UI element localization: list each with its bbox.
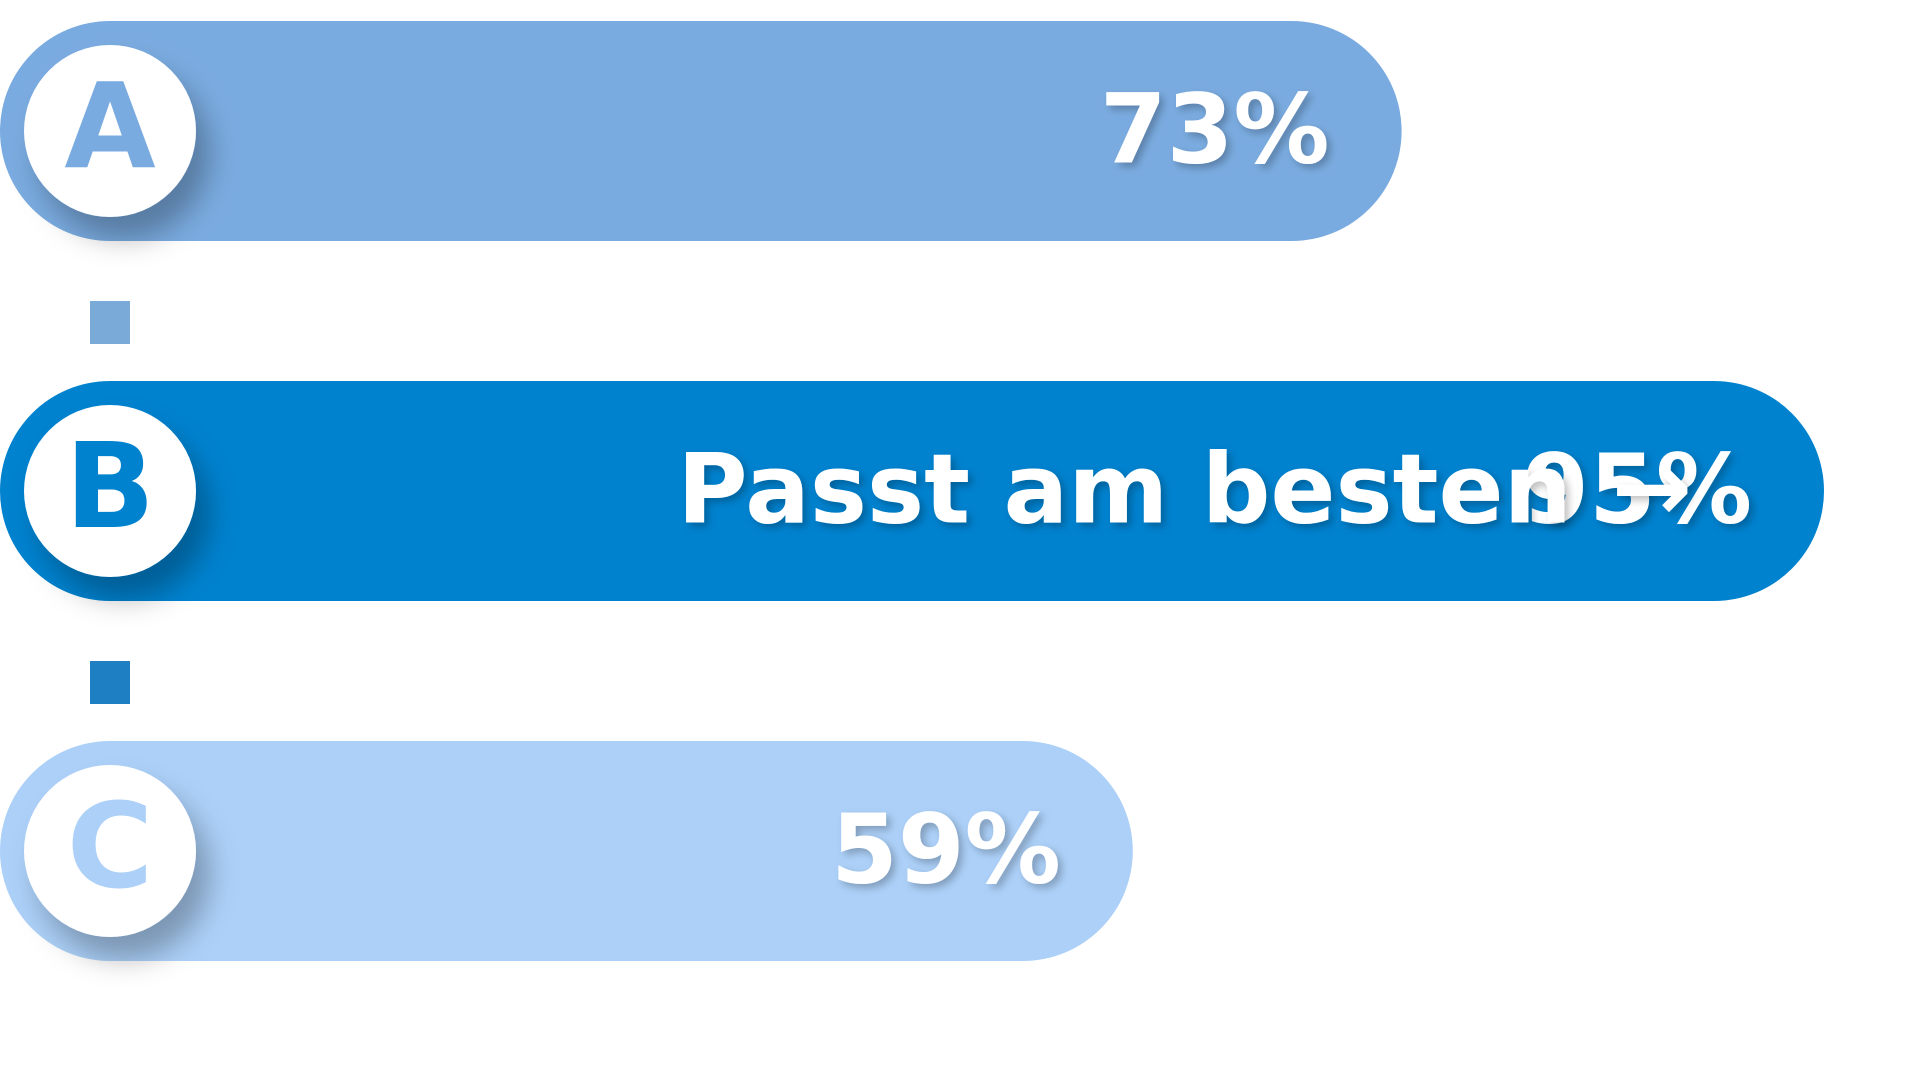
bars: A 73% B 95%→ Passt am besten C 59% <box>0 21 1824 961</box>
category-badge-c <box>24 765 196 937</box>
bar-c <box>0 741 1133 961</box>
bar-a <box>0 21 1402 241</box>
highlight-label: Passt am besten <box>677 433 1572 545</box>
category-label-b: B <box>65 417 155 555</box>
category-label-a: A <box>64 57 155 195</box>
bar-group-b: B 95%→ Passt am besten <box>0 381 1824 601</box>
bar-group-a: A 73% <box>0 21 1402 241</box>
bar-b <box>0 381 1824 601</box>
value-label-a: 73% <box>1100 73 1330 185</box>
category-label-c: C <box>67 777 154 915</box>
bar-group-c: C 59% <box>0 741 1133 961</box>
connector-a-b <box>90 301 130 344</box>
value-label-c: 59% <box>831 793 1061 905</box>
connector-b-c <box>90 661 130 704</box>
value-label-b: 95% <box>1522 433 1752 545</box>
category-badge-a <box>24 45 196 217</box>
highlight-arrow: → <box>1612 431 1692 543</box>
category-badge-b <box>24 405 196 577</box>
connectors <box>90 301 130 704</box>
